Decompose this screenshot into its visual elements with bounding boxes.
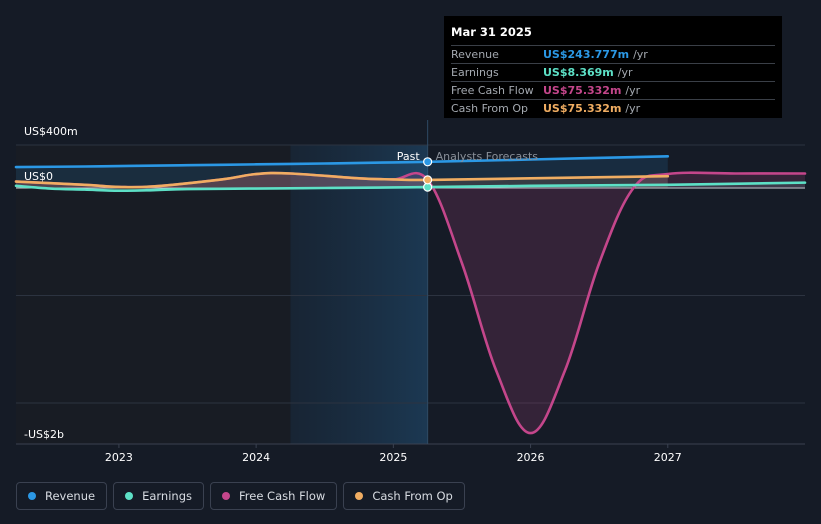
x-tick-label: 2023 (105, 451, 133, 464)
legend-label: Free Cash Flow (239, 489, 326, 503)
legend: Revenue Earnings Free Cash Flow Cash From O… (16, 482, 465, 510)
tooltip-unit: /yr (625, 84, 641, 97)
y-tick-label: US$0 (24, 170, 53, 183)
legend-dot-icon (222, 492, 230, 500)
y-tick-label: US$400m (24, 125, 78, 138)
tooltip-value: US$75.332m (543, 84, 622, 97)
tooltip-row: Free Cash Flow US$75.332m/yr (451, 82, 775, 100)
tooltip-label: Cash From Op (451, 102, 529, 115)
tooltip-row: Cash From Op US$75.332m/yr (451, 100, 775, 117)
legend-dot-icon (355, 492, 364, 500)
past-label: Past (397, 150, 421, 163)
highlight-region (290, 145, 428, 444)
tooltip-unit: /yr (625, 102, 641, 115)
legend-dot-icon (28, 492, 36, 500)
point-marker (423, 175, 433, 185)
x-tick-label: 2027 (654, 451, 682, 464)
tooltip-label: Revenue (451, 48, 499, 61)
x-tick-label: 2024 (242, 451, 270, 464)
series-line-cash-from-op (14, 171, 670, 189)
tooltip-unit: /yr (633, 48, 648, 61)
tooltip-unit: /yr (617, 66, 633, 79)
x-tick-label: 2025 (379, 451, 407, 464)
series-line-earnings (14, 181, 807, 193)
tooltip-value: US$75.332m (543, 102, 622, 115)
tooltip-label: Free Cash Flow (451, 84, 534, 97)
past-region (16, 145, 291, 444)
tooltip-value: US$8.369m (543, 66, 614, 79)
tooltip-row: Earnings US$8.369m/yr (451, 64, 775, 82)
tooltip-label: Earnings (451, 66, 499, 79)
legend-item-cash-from-op[interactable]: Cash From Op (343, 482, 465, 510)
tooltip-value: US$243.777m (543, 48, 630, 61)
tooltip: Mar 31 2025 Revenue US$243.777m/yr Earning… (444, 16, 782, 118)
legend-label: Earnings (142, 489, 192, 503)
point-marker (423, 157, 433, 167)
legend-item-revenue[interactable]: Revenue (16, 482, 108, 510)
series-line-revenue (14, 154, 670, 169)
legend-item-earnings[interactable]: Earnings (113, 482, 204, 510)
legend-dot-icon (125, 492, 134, 500)
tooltip-date: Mar 31 2025 (451, 23, 775, 46)
legend-item-free-cash-flow[interactable]: Free Cash Flow (210, 482, 338, 510)
legend-label: Cash From Op (372, 489, 453, 503)
series-area-revenue (16, 156, 668, 188)
tooltip-row: Revenue US$243.777m/yr (451, 46, 775, 64)
y-tick-label: -US$2b (24, 428, 64, 441)
forecast-label: Analysts Forecasts (436, 150, 539, 163)
legend-label: Revenue (45, 489, 96, 503)
x-tick-label: 2026 (517, 451, 545, 464)
